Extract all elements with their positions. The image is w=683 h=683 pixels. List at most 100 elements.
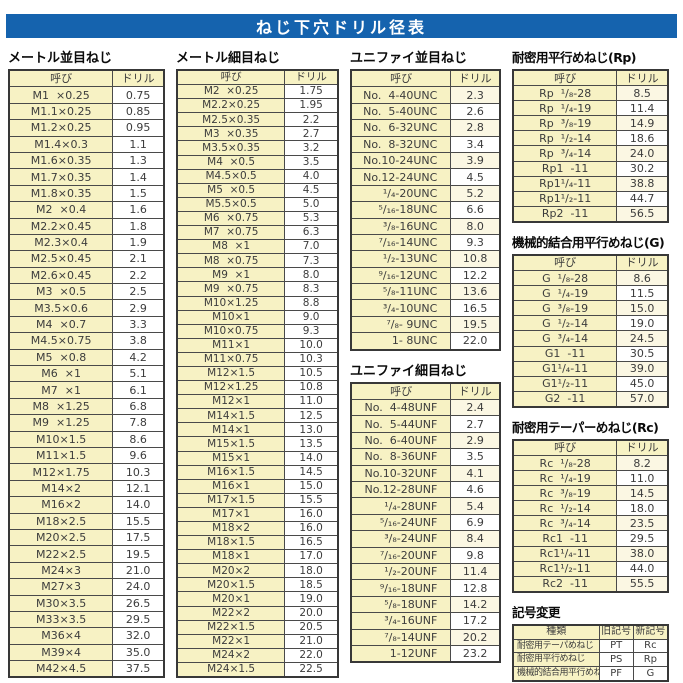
value-cell: 6.3 <box>284 225 339 241</box>
unified-coarse-table: 呼び ドリル No. 4-40UNC 2.3 No. 5-40UNC 2.6 No. 6-3… <box>350 69 501 351</box>
table-row: ⁷/₁₆-14UNC 9.3 <box>350 233 501 252</box>
value-cell: 19.5 <box>450 315 501 334</box>
designation-cell: M42×4.5 <box>8 660 114 678</box>
table-row: M10×1 9.0 <box>176 309 339 325</box>
table-row: M16×1.5 14.5 <box>176 464 339 480</box>
value-cell: 10.3 <box>284 351 339 367</box>
value-cell: 3.2 <box>284 140 339 156</box>
table-row: M17×1.5 15.5 <box>176 492 339 508</box>
value-cell: 2.2 <box>284 112 339 128</box>
table-row: M22×1 21.0 <box>176 633 339 649</box>
value-cell: PT <box>598 638 634 654</box>
table-row: M1.6×0.35 1.3 <box>8 151 165 170</box>
header-row: 呼び ドリル <box>512 69 669 87</box>
table-row: M8 ×0.75 7.3 <box>176 253 339 269</box>
table-row: G1¹/₄-11 39.0 <box>512 360 669 377</box>
table-row: M14×2 12.1 <box>8 479 165 498</box>
designation-cell: M11×1.5 <box>8 446 114 465</box>
value-cell: 9.6 <box>112 446 165 465</box>
designation-cell: M5.5×0.5 <box>176 196 286 212</box>
value-cell: 23.2 <box>450 644 501 663</box>
value-cell: 8.0 <box>450 217 501 235</box>
designation-cell: Rc ³/₄-14 <box>512 515 618 532</box>
designation-cell: M4 ×0.7 <box>8 315 114 334</box>
designation-cell: Rc1¹/₂-11 <box>512 560 618 577</box>
value-cell: 3.5 <box>284 154 339 170</box>
value-cell: 19.5 <box>112 545 165 563</box>
value-cell: 2.7 <box>450 415 501 433</box>
value-cell: 18.5 <box>284 577 339 593</box>
designation-cell: No. 5-40UNC <box>350 102 452 121</box>
table-row: M7 ×0.75 6.3 <box>176 225 339 241</box>
value-cell: Rc <box>632 638 669 654</box>
table-row: M6 ×0.75 5.3 <box>176 210 339 227</box>
designation-cell: No.12-28UNF <box>350 480 452 499</box>
table-row: ⁵/₈-11UNC 13.6 <box>350 283 501 301</box>
value-cell: 6.9 <box>450 513 501 532</box>
designation-cell: M39×4 <box>8 643 114 662</box>
value-cell: 21.0 <box>112 561 165 580</box>
table-row: Rp ³/₄-14 24.0 <box>512 145 669 162</box>
table-row: Rc ³/₄-14 23.5 <box>512 515 669 532</box>
table-row: M4.5×0.75 3.8 <box>8 332 165 350</box>
designation-cell: No.12-24UNC <box>350 168 452 186</box>
table-row: M12×1 11.0 <box>176 394 339 410</box>
value-cell: 18.6 <box>616 130 669 147</box>
table-row: M30×3.5 26.5 <box>8 594 165 612</box>
designation-cell: Rp ¹/₂-14 <box>512 130 618 147</box>
value-cell: 11.5 <box>616 285 669 302</box>
table-row: 機械的結合用平行めねじPFG <box>512 666 669 682</box>
value-cell: 16.5 <box>450 299 501 317</box>
value-cell: 57.0 <box>616 390 669 408</box>
value-cell: 1.5 <box>112 184 165 203</box>
designation-cell: M18×2 <box>176 520 286 537</box>
value-cell: 3.3 <box>112 315 165 334</box>
value-cell: PS <box>598 652 634 668</box>
value-cell: 16.0 <box>284 520 339 537</box>
designation-cell: Rp1¹/₄-11 <box>512 175 618 192</box>
column-header: ドリル <box>112 69 165 88</box>
value-cell: 5.4 <box>450 497 501 515</box>
designation-cell: Rp ¹/₈-28 <box>512 85 618 102</box>
designation-cell: M3.5×0.35 <box>176 140 286 156</box>
value-cell: 3.9 <box>450 151 501 170</box>
column-header: 呼び <box>350 69 452 88</box>
designation-cell: ³/₈-16UNC <box>350 217 452 235</box>
designation-cell: M17×1 <box>176 506 286 523</box>
table-row: M22×1.5 20.5 <box>176 619 339 635</box>
designation-cell: M8 ×1 <box>176 239 286 255</box>
designation-cell: ³/₄-10UNC <box>350 299 452 317</box>
value-cell: 6.1 <box>112 381 165 399</box>
value-cell: 55.5 <box>616 575 669 593</box>
designation-cell: G2 -11 <box>512 390 618 408</box>
value-cell: 10.0 <box>284 337 339 353</box>
designation-cell: ¹/₂-20UNF <box>350 562 452 581</box>
value-cell: 39.0 <box>616 360 669 377</box>
designation-cell: M1.6×0.35 <box>8 151 114 170</box>
value-cell: 13.6 <box>450 283 501 301</box>
value-cell: 10.3 <box>112 463 165 481</box>
designation-cell: M16×1 <box>176 478 286 494</box>
value-cell: 32.0 <box>112 627 165 645</box>
value-cell: 11.4 <box>450 562 501 581</box>
section-rc: 耐密用テーパーめねじ(Rc) 呼び ドリル Rc ¹/₈-28 8.2 Rc ¹/₄-1… <box>512 417 669 593</box>
value-cell: 45.0 <box>616 375 669 392</box>
value-cell: 14.0 <box>284 450 339 466</box>
designation-cell: M3 ×0.35 <box>176 126 286 142</box>
section-rp: 耐密用平行めねじ(Rp) 呼び ドリル Rp ¹/₈-28 8.5 Rp ¹/₄-19 1… <box>512 47 669 223</box>
table-row: Rp1¹/₄-11 38.8 <box>512 175 669 192</box>
rp-table: 呼び ドリル Rp ¹/₈-28 8.5 Rp ¹/₄-19 11.4 Rp ³/₈-19 1… <box>512 69 669 223</box>
table-row: G2 -11 57.0 <box>512 390 669 408</box>
value-cell: 24.5 <box>616 330 669 347</box>
column-header: ドリル <box>616 254 669 272</box>
designation-cell: Rp ³/₄-14 <box>512 145 618 162</box>
table-row: Rp2 -11 56.5 <box>512 205 669 223</box>
value-cell: 8.0 <box>284 267 339 283</box>
designation-cell: M24×2 <box>176 647 286 663</box>
column-header: 呼び <box>512 254 618 272</box>
value-cell: 16.5 <box>284 535 339 551</box>
table-row: M3.5×0.35 3.2 <box>176 140 339 156</box>
table-row: M11×1.5 9.6 <box>8 446 165 465</box>
value-cell: 24.0 <box>616 145 669 162</box>
